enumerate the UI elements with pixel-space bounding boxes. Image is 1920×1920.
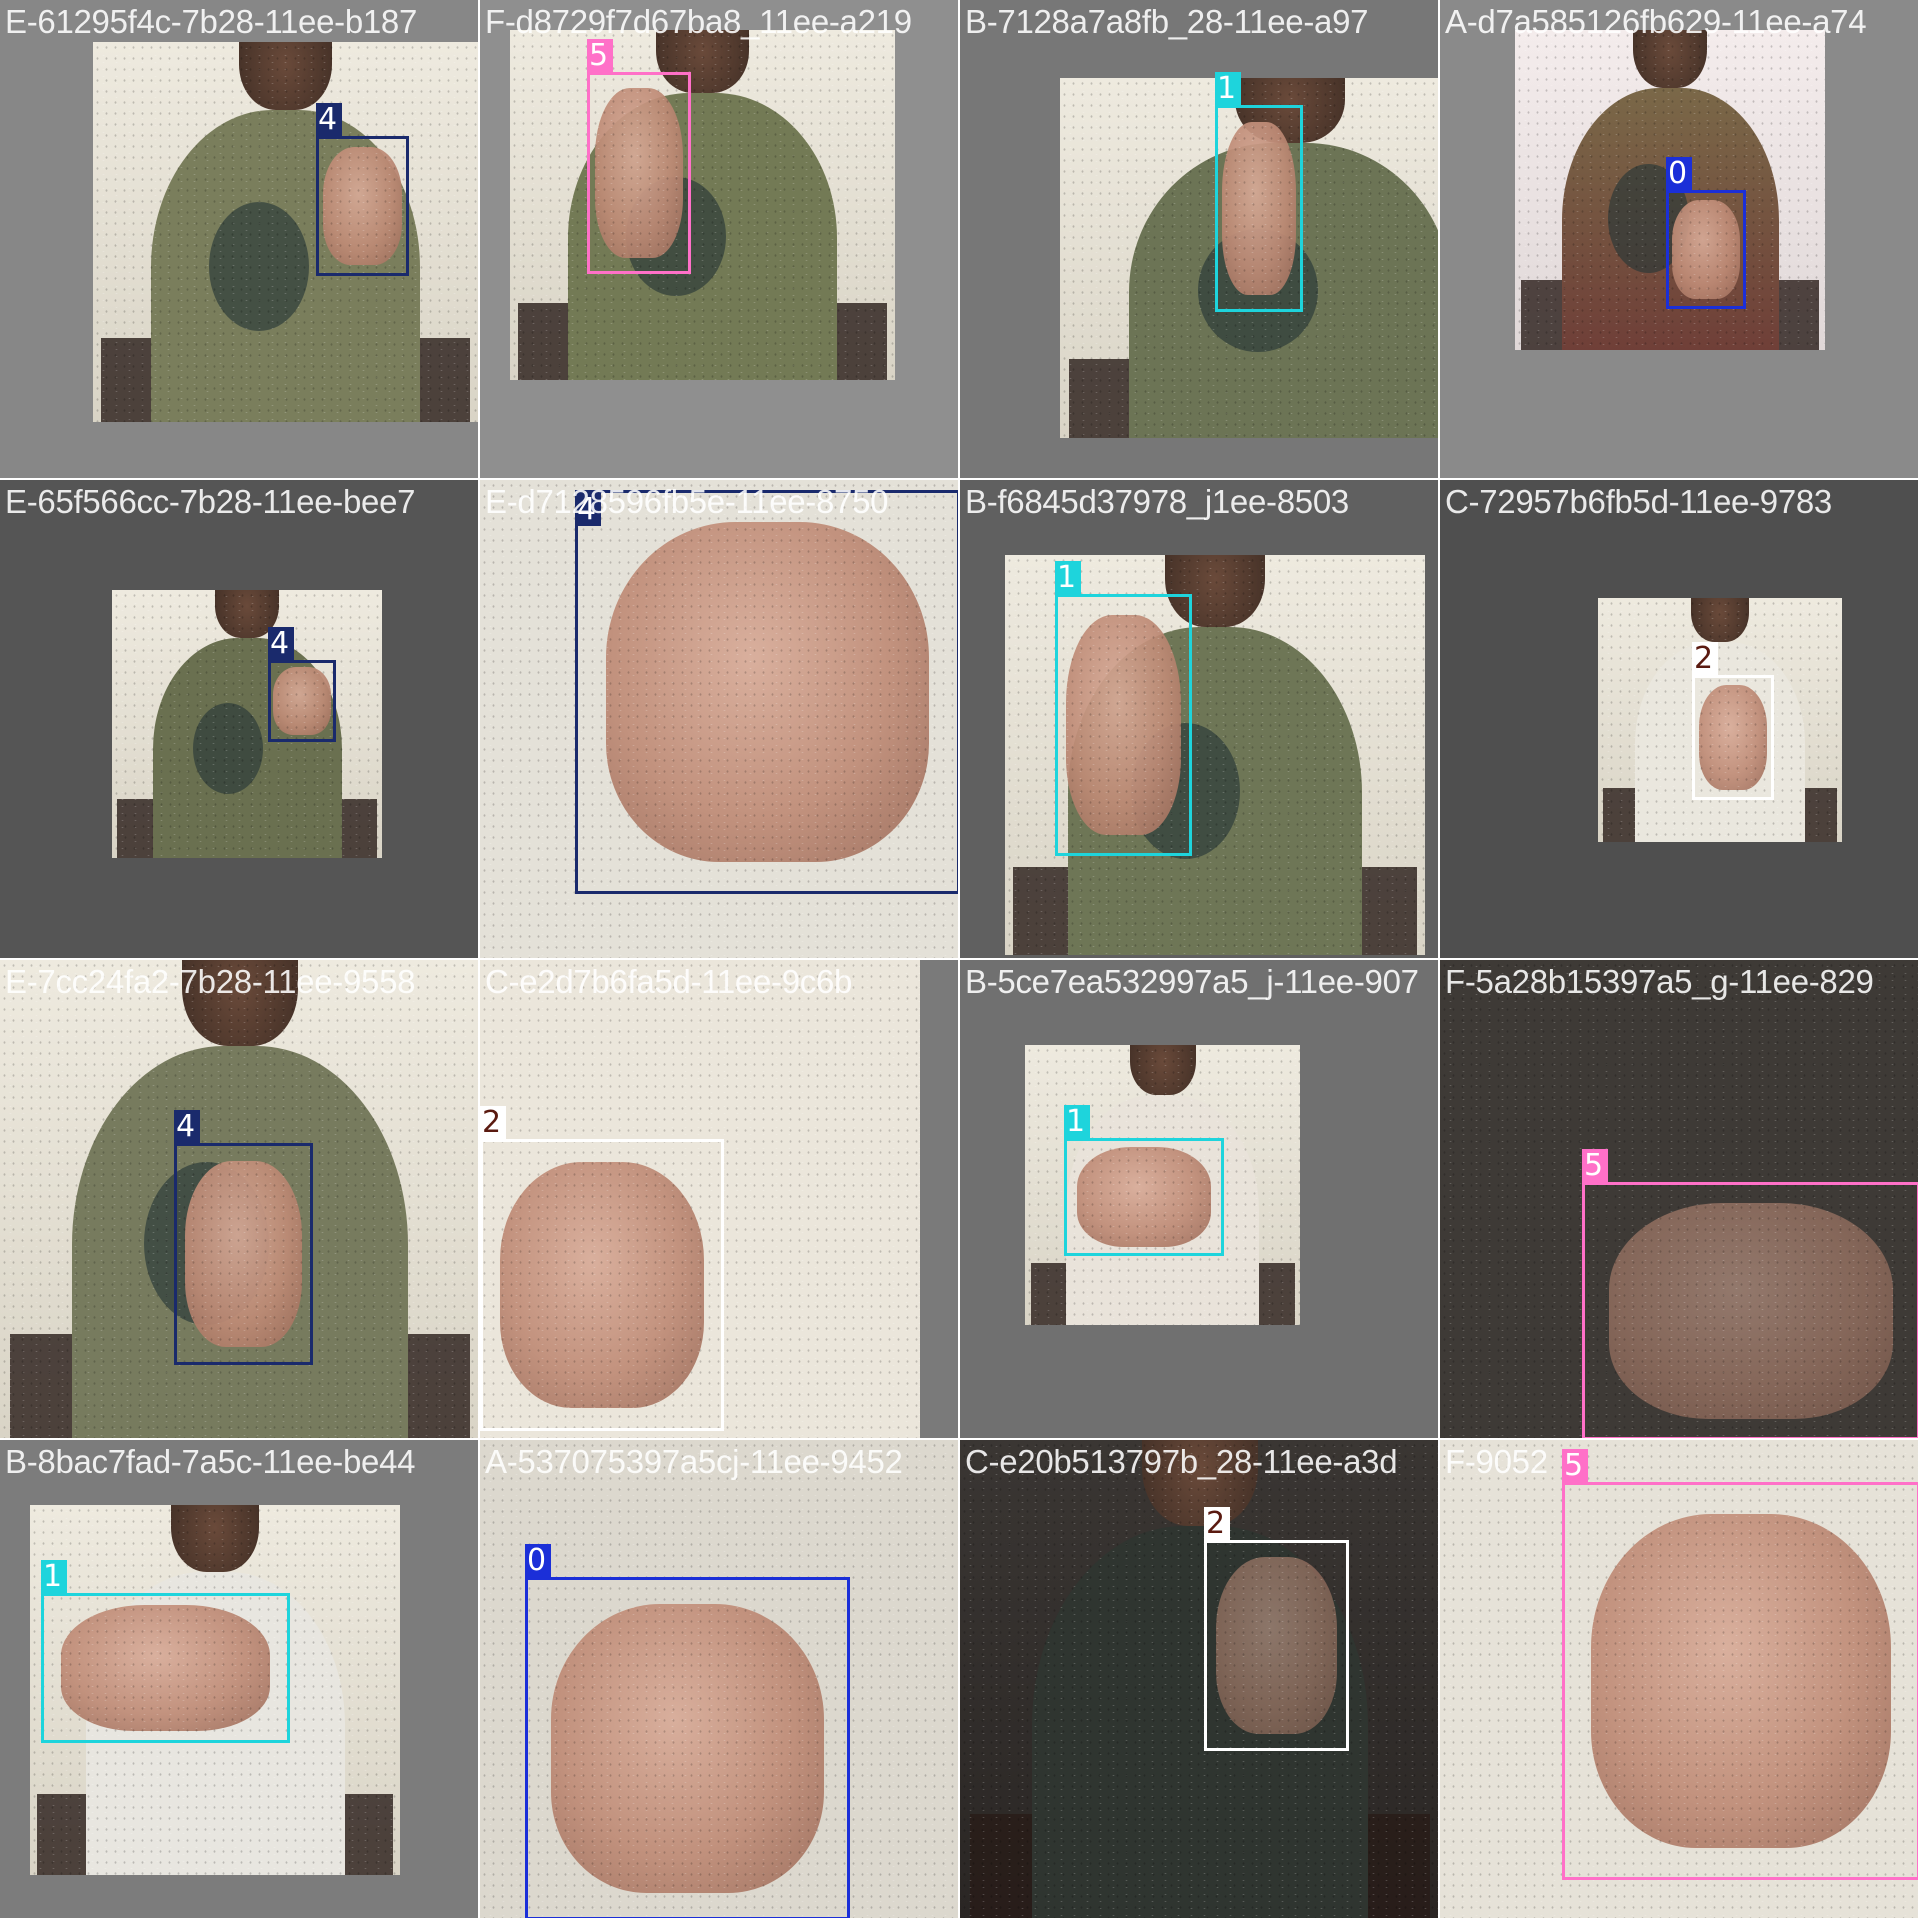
sample-photo	[480, 960, 920, 1438]
class-label: 2	[1204, 1507, 1230, 1541]
detection-box: 4	[575, 490, 958, 894]
detection-box: 5	[1562, 1449, 1918, 1880]
detection-box: 5	[1582, 1149, 1918, 1438]
mosaic-tile: 4 E-61295f4c-7b28-11ee-b187	[0, 0, 480, 480]
detection-box: 1	[1064, 1105, 1224, 1256]
class-label: 4	[268, 627, 294, 661]
class-label: 5	[1562, 1449, 1588, 1483]
detection-box: 1	[1215, 72, 1303, 312]
sample-photo	[480, 480, 958, 958]
sample-photo	[0, 960, 478, 1438]
sample-photo	[1060, 78, 1438, 438]
class-label: 0	[525, 1544, 551, 1578]
class-label: 1	[1215, 72, 1241, 106]
mosaic-tile: 1 B-5ce7ea532997a5_j-11ee-907	[960, 960, 1440, 1440]
detection-box: 2	[1692, 642, 1774, 800]
sample-photo	[112, 590, 382, 858]
sample-photo	[30, 1505, 400, 1875]
class-label: 4	[575, 493, 601, 527]
class-label: 1	[1055, 561, 1081, 595]
sample-photo	[1515, 30, 1825, 350]
sample-photo	[510, 30, 895, 380]
sample-photo	[1440, 1440, 1918, 1918]
class-label: 4	[174, 1110, 200, 1144]
detection-box: 5	[587, 39, 691, 274]
mosaic-tile: 4 E-65f566cc-7b28-11ee-bee7	[0, 480, 480, 960]
detection-box: 1	[1055, 561, 1192, 856]
mosaic-tile: 4 E-7cc24fa2-7b28-11ee-9558	[0, 960, 480, 1440]
mosaic-tile: 0 A-d7a585126fb629-11ee-a74	[1440, 0, 1920, 480]
sample-photo	[1025, 1045, 1300, 1325]
class-label: 1	[1064, 1105, 1090, 1139]
sample-photo	[1440, 960, 1918, 1438]
mosaic-tile: 0 A-537075397a5cj-11ee-9452	[480, 1440, 960, 1920]
class-label: 5	[587, 39, 613, 73]
detection-box: 2	[1204, 1507, 1349, 1751]
class-label: 2	[1692, 642, 1718, 676]
class-label: 1	[41, 1560, 67, 1594]
mosaic-tile: 5 F-5a28b15397a5_g-11ee-829	[1440, 960, 1920, 1440]
mosaic-tile: 5 F-d8729f7d67ba8_11ee-a219	[480, 0, 960, 480]
class-label: 5	[1582, 1149, 1608, 1183]
detection-box: 4	[174, 1110, 313, 1365]
detection-box: 4	[316, 103, 409, 276]
mosaic-tile: 1 B-f6845d37978_j1ee-8503	[960, 480, 1440, 960]
mosaic-tile: 2 C-e2d7b6fa5d-11ee-9c6b	[480, 960, 960, 1440]
detection-box: 2	[480, 1106, 724, 1431]
mosaic-tile: 1 B-7128a7a8fb_28-11ee-a97	[960, 0, 1440, 480]
sample-photo	[960, 1440, 1438, 1918]
class-label: 4	[316, 103, 342, 137]
mosaic-tile: 1 B-8bac7fad-7a5c-11ee-be44	[0, 1440, 480, 1920]
mosaic-tile: 2 C-72957b6fb5d-11ee-9783	[1440, 480, 1920, 960]
detection-box: 0	[525, 1544, 850, 1918]
sample-photo	[93, 42, 478, 422]
mosaic-tile: 5 F-9052	[1440, 1440, 1920, 1920]
mosaic-tile: 4 E-d7128596fb5e-11ee-8750	[480, 480, 960, 960]
detection-box: 4	[268, 627, 336, 742]
sample-photo	[1005, 555, 1425, 955]
class-label: 2	[480, 1106, 506, 1140]
sample-photo	[480, 1440, 958, 1918]
class-label: 0	[1666, 157, 1692, 191]
mosaic-tile: 2 C-e20b513797b_28-11ee-a3d	[960, 1440, 1440, 1920]
sample-photo	[1598, 598, 1842, 842]
detection-box: 1	[41, 1560, 290, 1743]
detection-box: 0	[1666, 157, 1746, 309]
